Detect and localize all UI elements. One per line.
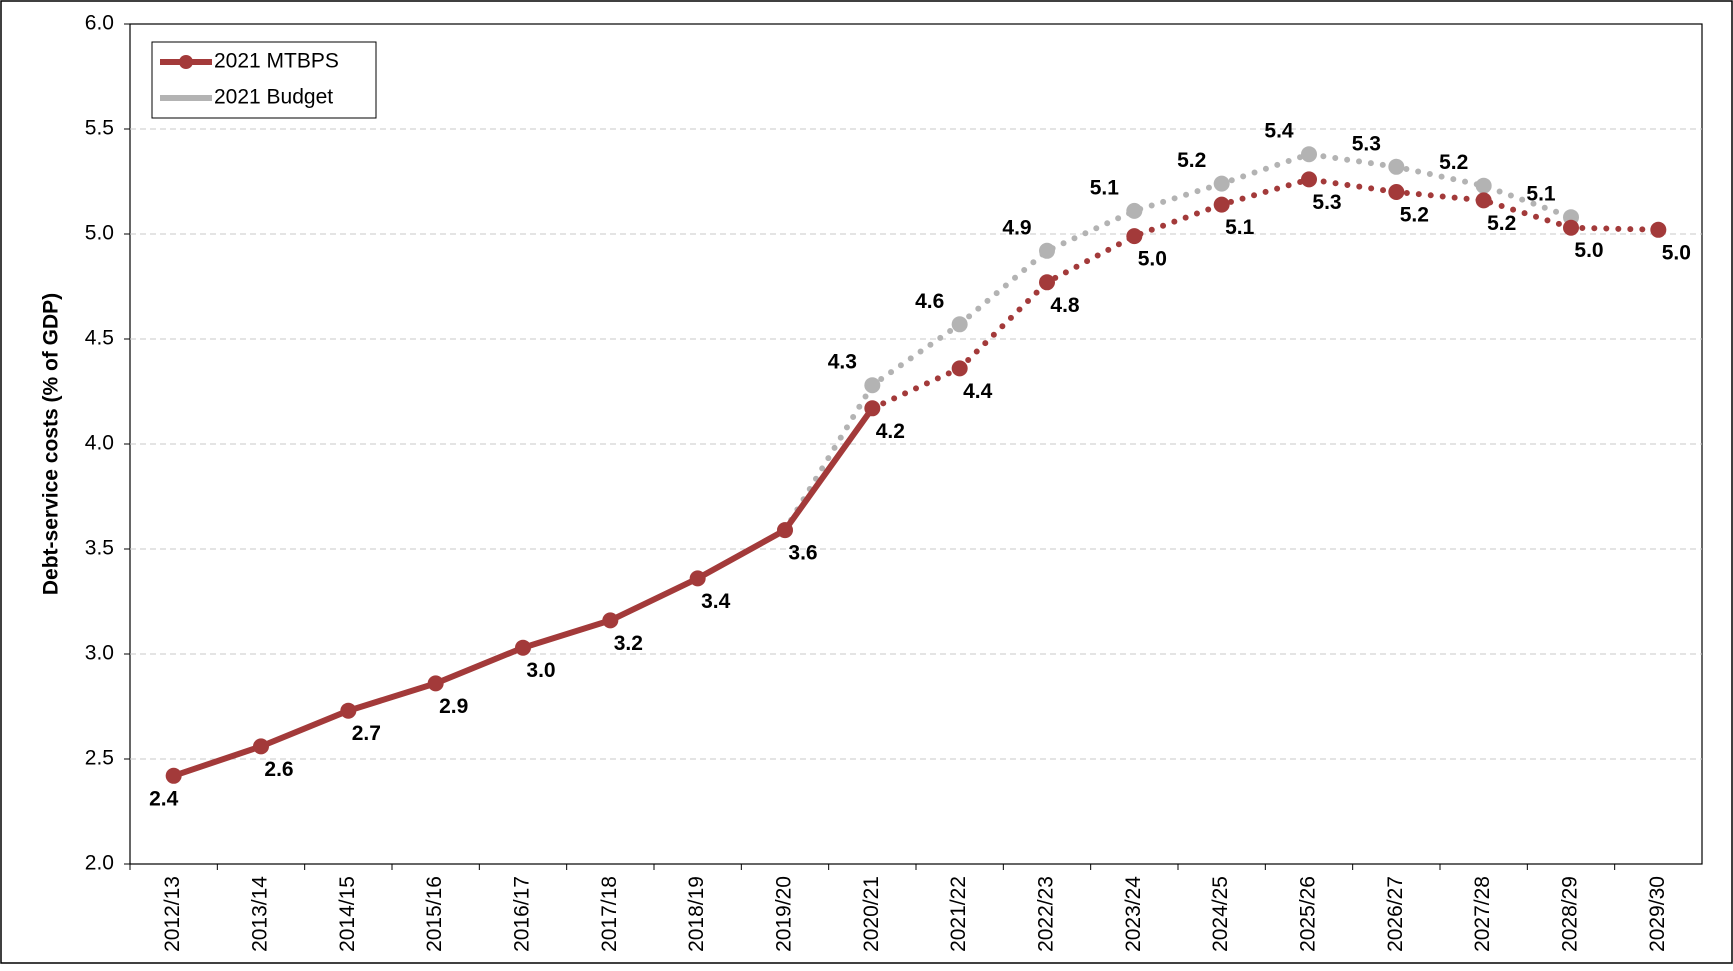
x-tick-label: 2026/27 xyxy=(1384,876,1407,952)
y-tick-label: 2.5 xyxy=(85,747,114,770)
point xyxy=(864,377,881,394)
point xyxy=(340,702,357,719)
data-label: 5.1 xyxy=(1090,176,1120,199)
x-tick-label: 2017/18 xyxy=(598,876,621,952)
point xyxy=(1039,242,1055,259)
y-tick-label: 6.0 xyxy=(85,12,114,35)
point xyxy=(864,400,881,417)
point xyxy=(1388,184,1405,200)
x-tick-label: 2019/20 xyxy=(773,876,796,952)
data-label: 3.6 xyxy=(788,542,817,565)
point xyxy=(1126,228,1143,245)
point xyxy=(1650,221,1667,238)
data-label: 3.2 xyxy=(614,632,643,655)
x-tick-label: 2014/15 xyxy=(336,876,359,952)
y-tick-label: 4.5 xyxy=(85,327,114,350)
x-tick-label: 2013/14 xyxy=(249,876,272,952)
point xyxy=(1039,274,1055,291)
data-label: 5.3 xyxy=(1312,191,1341,214)
x-tick-label: 2029/30 xyxy=(1646,876,1669,952)
data-label: 5.4 xyxy=(1264,120,1294,143)
data-label: 4.9 xyxy=(1002,216,1031,239)
point xyxy=(1301,146,1317,163)
data-label: 5.0 xyxy=(1574,239,1603,262)
data-label: 5.3 xyxy=(1352,132,1381,155)
point xyxy=(1213,175,1230,192)
x-tick-label: 2022/23 xyxy=(1035,876,1058,952)
y-tick-label: 3.5 xyxy=(85,537,114,560)
y-tick-label: 4.0 xyxy=(85,432,114,455)
data-label: 4.6 xyxy=(915,290,944,313)
y-tick-label: 5.5 xyxy=(85,117,114,140)
data-label: 4.8 xyxy=(1050,294,1080,317)
y-axis-label: Debt-service costs (% of GDP) xyxy=(40,293,63,595)
point xyxy=(427,675,444,692)
point xyxy=(1126,202,1143,219)
x-tick-label: 2025/26 xyxy=(1297,876,1320,952)
x-tick-label: 2016/17 xyxy=(511,876,534,952)
x-tick-label: 2028/29 xyxy=(1559,876,1582,952)
point xyxy=(1475,192,1492,209)
point xyxy=(951,360,968,377)
point xyxy=(1388,158,1405,175)
data-label: 4.3 xyxy=(828,351,857,374)
x-tick-label: 2024/25 xyxy=(1209,876,1232,952)
point xyxy=(951,316,968,333)
data-label: 5.2 xyxy=(1487,212,1516,235)
data-label: 4.2 xyxy=(876,420,905,443)
data-label: 5.0 xyxy=(1662,241,1691,264)
data-label: 2.4 xyxy=(149,787,179,810)
y-tick-label: 2.0 xyxy=(85,852,114,875)
point xyxy=(1563,219,1579,236)
point xyxy=(253,738,269,755)
series-line xyxy=(782,151,1574,534)
data-label: 5.2 xyxy=(1439,151,1468,174)
data-label: 3.0 xyxy=(526,659,555,682)
data-label: 5.1 xyxy=(1526,183,1556,206)
y-tick-label: 3.0 xyxy=(85,642,114,665)
x-tick-label: 2012/13 xyxy=(161,876,184,952)
data-label: 5.0 xyxy=(1138,248,1167,271)
point xyxy=(515,639,531,656)
legend-label: 2021 Budget xyxy=(214,86,333,109)
data-label: 2.7 xyxy=(352,722,381,745)
data-label: 2.9 xyxy=(439,695,468,718)
point xyxy=(689,570,706,587)
x-tick-label: 2021/22 xyxy=(947,876,970,952)
x-tick-label: 2027/28 xyxy=(1471,876,1494,952)
data-label: 5.1 xyxy=(1225,216,1255,239)
data-label: 4.4 xyxy=(963,380,993,403)
x-tick-label: 2023/24 xyxy=(1122,876,1145,952)
point xyxy=(602,612,619,629)
point xyxy=(777,522,793,539)
x-tick-label: 2015/16 xyxy=(423,876,446,952)
x-tick-label: 2020/21 xyxy=(860,876,883,952)
series-line xyxy=(869,176,1662,412)
point xyxy=(1475,177,1492,194)
y-tick-label: 5.0 xyxy=(85,222,114,245)
data-label: 5.2 xyxy=(1400,204,1429,227)
data-label: 3.4 xyxy=(701,590,731,613)
x-tick-label: 2018/19 xyxy=(685,876,708,952)
point xyxy=(1301,171,1317,188)
data-label: 5.2 xyxy=(1177,149,1206,172)
legend-marker xyxy=(179,55,193,69)
legend-label: 2021 MTBPS xyxy=(214,50,339,73)
point xyxy=(1213,196,1230,213)
point xyxy=(165,767,182,784)
data-label: 2.6 xyxy=(264,758,293,781)
legend-box xyxy=(151,41,377,119)
